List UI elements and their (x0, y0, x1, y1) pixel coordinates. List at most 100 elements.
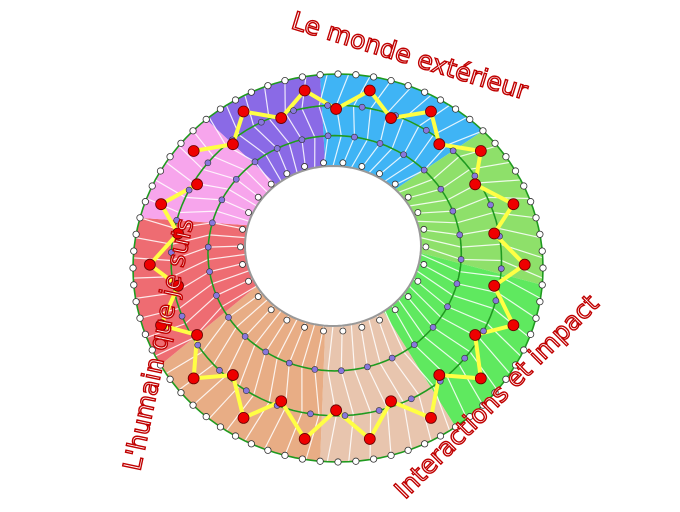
mid-node (437, 185, 445, 193)
outer-node (404, 446, 412, 454)
mid-node (204, 159, 212, 167)
ring-sector (150, 286, 326, 462)
mid-node (251, 158, 259, 166)
inner-node (283, 316, 291, 324)
outer-node (334, 458, 342, 466)
mid-node (411, 341, 418, 348)
mid-node (241, 333, 249, 340)
path-node (298, 84, 311, 97)
mid-node (492, 297, 500, 304)
outer-node (527, 198, 535, 206)
inner-node (376, 316, 383, 324)
mid-node (285, 359, 293, 367)
inner-node (237, 243, 244, 251)
mid-node (429, 323, 437, 331)
path-node (172, 279, 184, 292)
outer-node (502, 153, 510, 161)
inner-node (404, 293, 412, 300)
inner-node (301, 163, 308, 170)
outer-node (538, 247, 546, 255)
outer-node (536, 298, 544, 306)
path-node (425, 105, 437, 118)
mid-node (213, 292, 220, 299)
path-node (363, 84, 376, 97)
mid-node (185, 186, 193, 194)
ring-circle (170, 104, 503, 417)
mid-node (487, 201, 494, 209)
outer-node (479, 401, 487, 409)
mid-node (453, 280, 461, 288)
outer-node (502, 375, 510, 383)
outer-node (189, 127, 197, 135)
outer-node (130, 247, 138, 255)
mid-node (173, 217, 181, 224)
mid-node (262, 348, 269, 356)
mid-node (218, 196, 226, 204)
mid-node (204, 243, 212, 251)
inner-node (414, 209, 422, 216)
outer-node (136, 214, 144, 222)
inner-node (358, 323, 366, 331)
outer-node (520, 346, 528, 354)
outer-node (491, 139, 499, 147)
outer-node (156, 361, 165, 369)
inner-node (339, 159, 347, 167)
mid-node (444, 303, 451, 310)
inner-node (391, 180, 399, 188)
outer-node (369, 73, 378, 81)
inner-node (391, 306, 399, 314)
path-node (433, 138, 446, 151)
path-node (172, 227, 184, 240)
outer-node (466, 413, 474, 421)
outer-node (466, 115, 474, 123)
outer-node (247, 88, 255, 96)
mid-node (456, 231, 464, 239)
outer-node (216, 423, 225, 431)
yellow-path (146, 87, 528, 443)
outer-node (148, 346, 156, 354)
path-node (518, 258, 531, 271)
outer-node (421, 440, 429, 448)
mid-node (290, 107, 297, 114)
mid-node (273, 145, 281, 152)
outer-node (202, 115, 210, 123)
inner-node (267, 306, 275, 314)
outer-node (231, 96, 240, 104)
mid-node (408, 395, 415, 403)
path-node (191, 178, 203, 191)
outer-node (202, 413, 210, 421)
mid-node (324, 102, 331, 109)
mid-node (194, 341, 202, 349)
mid-node (388, 354, 396, 362)
mid-node (257, 118, 265, 126)
inner-node (301, 323, 308, 331)
mid-node (225, 314, 232, 321)
mid-node (358, 103, 366, 111)
path-node (507, 319, 520, 332)
path-node (275, 395, 288, 408)
outer-node (264, 446, 272, 454)
outer-node (387, 451, 395, 459)
outer-node (141, 198, 149, 206)
outer-node (247, 440, 255, 448)
ring-sector (319, 311, 463, 462)
mid-node (178, 312, 186, 320)
path-node (488, 227, 501, 240)
outer-node (156, 167, 165, 175)
outer-node (298, 73, 307, 81)
mid-node (471, 172, 479, 180)
mid-node (168, 249, 175, 256)
inner-node (404, 193, 412, 201)
inner-node (320, 159, 327, 167)
ring-circle (207, 134, 463, 372)
inner-node (420, 261, 428, 268)
outer-node (298, 455, 307, 463)
outer-node (316, 71, 324, 79)
mid-node (422, 127, 430, 134)
outer-node (511, 167, 520, 175)
outer-node (264, 82, 272, 90)
mid-node (206, 268, 213, 275)
outer-node (132, 230, 140, 238)
path-node (155, 198, 168, 211)
path-node (191, 329, 203, 341)
